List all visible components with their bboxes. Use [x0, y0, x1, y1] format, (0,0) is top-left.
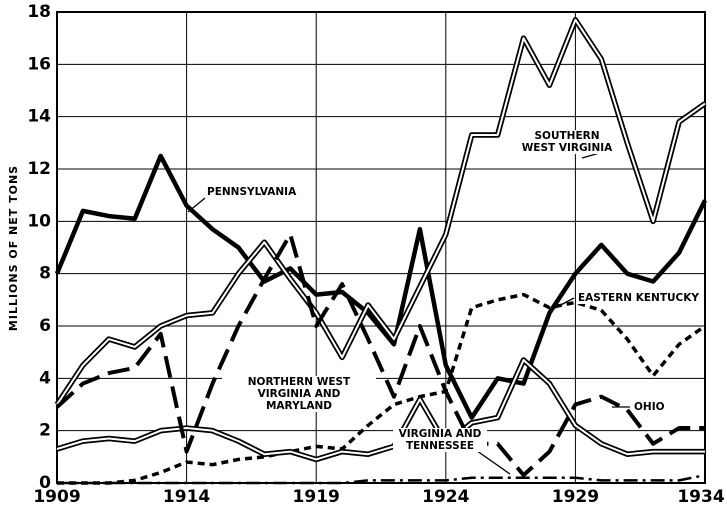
- line: [55, 232, 705, 478]
- y-tick-label: 6: [39, 316, 51, 336]
- x-tick-label: 1934: [677, 487, 724, 507]
- series-label: VIRGINIA AND TENNESSEE: [393, 428, 487, 452]
- x-tick-label: 1919: [293, 487, 340, 507]
- y-tick-label: 8: [39, 264, 51, 284]
- y-tick-label: 14: [27, 107, 51, 127]
- y-axis-label: MILLIONS OF NET TONS: [7, 165, 20, 331]
- y-tick-label: 2: [39, 421, 51, 441]
- x-tick-label: 1909: [33, 487, 80, 507]
- series-label: SOUTHERN WEST VIRGINIA: [515, 130, 619, 154]
- line: [54, 153, 708, 420]
- series-label: PENNSYLVANIA: [205, 186, 299, 198]
- x-tick-label: 1929: [552, 487, 599, 507]
- y-tick-label: 18: [27, 2, 51, 22]
- line: [57, 473, 706, 485]
- y-tick-label: 4: [39, 368, 51, 388]
- series-label: EASTERN KENTUCKY: [576, 292, 701, 304]
- y-tick-label: 16: [27, 54, 51, 74]
- y-tick-label: 0: [39, 473, 51, 493]
- series-label: NORTHERN WEST VIRGINIA AND MARYLAND: [222, 376, 376, 412]
- leader: [187, 197, 206, 213]
- leader: [554, 297, 575, 309]
- lines: [54, 17, 708, 485]
- line: [57, 292, 707, 485]
- line: [56, 357, 705, 463]
- line-inner: [56, 359, 705, 461]
- series-label: OHIO: [632, 401, 667, 413]
- y-tick-label: 10: [27, 211, 51, 231]
- x-tick-label: 1914: [163, 487, 210, 507]
- x-tick-label: 1924: [422, 487, 469, 507]
- line-inner: [56, 18, 706, 406]
- y-tick-label: 12: [27, 159, 51, 179]
